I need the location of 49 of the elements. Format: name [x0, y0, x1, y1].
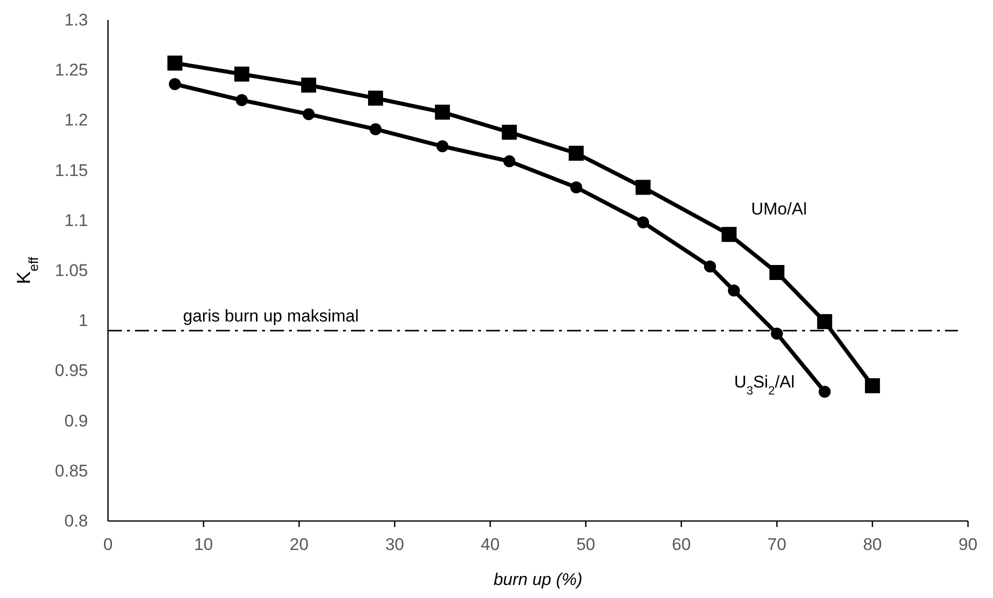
point — [368, 90, 384, 106]
point — [168, 78, 181, 90]
x-tick-label: 40 — [480, 535, 500, 554]
y-tick-label: 0.95 — [54, 361, 88, 380]
point — [818, 386, 831, 398]
series-label: U$_{3}$Si$_{2}$/Al — [734, 372, 795, 398]
point — [236, 94, 248, 106]
y-tick-label: 1.1 — [64, 210, 88, 230]
point — [864, 378, 880, 394]
y-tick-label: 0.85 — [54, 461, 88, 480]
point — [302, 108, 315, 120]
x-tick-label: 70 — [767, 535, 786, 554]
x-tick-label: 60 — [672, 535, 691, 554]
point — [722, 226, 737, 242]
point — [770, 328, 783, 340]
y-tick-label: 1.2 — [64, 110, 88, 130]
point — [704, 260, 716, 272]
point — [636, 180, 651, 195]
series-label: UMo/Al — [751, 199, 807, 218]
y-tick-label: 1.25 — [54, 60, 88, 80]
point — [370, 123, 382, 136]
x-tick-label: 80 — [862, 535, 882, 554]
x-tick-label: 90 — [958, 535, 978, 554]
point — [301, 78, 316, 93]
y-tick-label: 0.9 — [64, 411, 88, 430]
point — [234, 66, 250, 82]
point — [167, 56, 182, 71]
y-tick-label: 1.3 — [64, 10, 88, 30]
x-tick-label: 20 — [290, 535, 309, 554]
point — [434, 104, 450, 120]
point — [436, 140, 448, 152]
point — [728, 284, 740, 297]
point — [817, 314, 832, 330]
x-axis-title: burn up (%) — [494, 570, 582, 589]
point — [637, 216, 650, 228]
point — [570, 181, 582, 194]
point — [568, 146, 584, 161]
y-tick-label: 1 — [78, 311, 88, 330]
y-tick-label: 1.15 — [54, 160, 88, 180]
point — [502, 124, 517, 140]
x-tick-label: 30 — [385, 535, 404, 554]
x-tick-label: 0 — [103, 535, 113, 554]
point — [503, 155, 516, 168]
x-tick-label: 50 — [576, 535, 596, 554]
x-tick-label: 10 — [194, 535, 214, 554]
y-tick-label: 0.8 — [64, 512, 88, 530]
point — [769, 265, 784, 280]
y-tick-label: 1.05 — [54, 261, 88, 280]
ref-line-label: garis burn up maksimal — [183, 306, 359, 326]
